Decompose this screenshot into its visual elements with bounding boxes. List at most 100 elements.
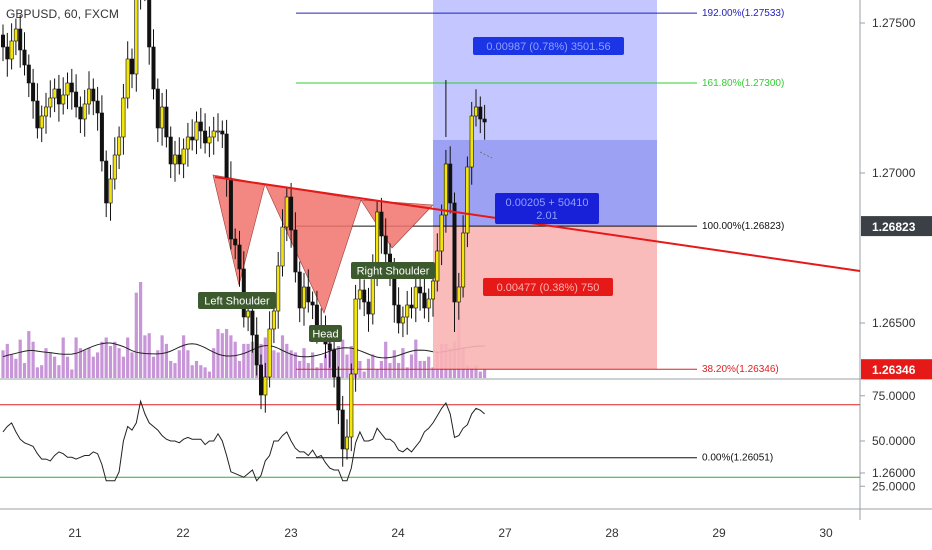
volume-bar	[392, 350, 396, 378]
rsi-tick-label: 25.0000	[872, 479, 916, 493]
time-tick-label: 28	[605, 526, 619, 540]
volume-bar	[427, 356, 431, 378]
volume-bar	[156, 350, 160, 378]
right-shoulder-label-bg	[351, 262, 435, 279]
candle-down	[147, 0, 152, 48]
candle-up	[469, 115, 474, 168]
rsi-axis[interactable]: 75.0000 50.0000 25.0000	[860, 389, 916, 494]
candle-down	[409, 304, 414, 309]
volume-bar	[414, 339, 418, 378]
candle-down	[448, 163, 453, 204]
candle-up	[39, 115, 44, 129]
candle-down	[379, 211, 384, 237]
fib-level-label: 100.00%(1.26823)	[702, 221, 784, 232]
candle-up	[52, 88, 57, 99]
candle-down	[26, 64, 31, 84]
volume-bar	[164, 343, 168, 378]
candle-up	[173, 154, 178, 165]
left-shoulder-label: Left Shoulder	[198, 292, 276, 309]
stop-info-label-bg	[483, 278, 613, 296]
volume-bar	[250, 341, 254, 378]
target-zone	[433, 0, 657, 140]
volume-bar	[40, 365, 44, 378]
candle-up	[456, 286, 461, 303]
candle-up	[435, 250, 440, 282]
volume-bar	[194, 360, 199, 378]
head-label-bg	[309, 325, 342, 342]
volume-bar	[134, 292, 138, 378]
volume-bar	[431, 367, 435, 378]
symbol-title: GBPUSD, 60, FXCM	[6, 7, 119, 21]
candle-up	[82, 103, 87, 120]
right-shoulder-label: Right Shoulder	[351, 262, 435, 279]
candle-up	[439, 214, 444, 252]
candle-down	[104, 160, 109, 204]
price-axis[interactable]: 1.280001.275001.270001.265001.260001.277…	[860, 0, 932, 480]
candle-down	[383, 235, 388, 255]
volume-bar	[53, 356, 57, 378]
volume-bar	[285, 343, 289, 378]
volume-bar	[384, 341, 388, 378]
candle-up	[246, 310, 251, 318]
right-shoulder-label-text: Right Shoulder	[357, 266, 430, 278]
candle-up	[344, 436, 349, 450]
candle-down	[396, 304, 401, 324]
candle-up	[301, 286, 306, 309]
candle-down	[95, 100, 100, 114]
head-label-text: Head	[312, 329, 338, 341]
stop-info-label-text: 0.00477 (0.38%) 750	[497, 282, 600, 294]
volume-bar	[280, 335, 285, 378]
position-center-line1: 0.00205 + 50410	[506, 197, 589, 209]
volume-bar	[113, 341, 117, 378]
volume-bar	[143, 335, 147, 378]
volume-bar	[375, 369, 379, 378]
volume-bar	[229, 335, 233, 378]
volume-bar	[169, 360, 173, 378]
long-position-tool[interactable]	[433, 0, 657, 370]
candle-up	[108, 178, 113, 204]
candle-down	[151, 46, 156, 90]
volume-bar	[126, 337, 130, 378]
candle-up	[465, 166, 470, 234]
rsi-levels	[0, 404, 860, 478]
volume-bar	[121, 356, 125, 378]
candle-up	[357, 289, 362, 300]
volume-bar	[336, 346, 340, 378]
candle-up	[271, 310, 276, 330]
candle-up	[112, 154, 117, 180]
volume-bar	[65, 356, 70, 378]
volume-bar	[104, 337, 108, 378]
fib-level-label: 192.00%(1.27533)	[702, 8, 784, 19]
target-info-label-text: 0.00987 (0.78%) 3501.56	[486, 41, 610, 53]
candle-down	[18, 28, 23, 51]
fib-extension[interactable]: 224.00%(1.27780)200.00%(1.27595)192.00%(…	[296, 0, 784, 464]
candle-up	[413, 286, 418, 309]
fib-level-label: 200.00%(1.27595)	[702, 0, 784, 1]
price-badge-dark: 1.26823	[861, 216, 932, 237]
head-label: Head	[309, 325, 342, 342]
time-axis[interactable]: 21 22 23 24 27 28 29 30	[68, 526, 833, 540]
candle-down	[22, 49, 27, 66]
volume-bar	[182, 335, 186, 378]
volume-bar	[61, 337, 65, 378]
fib-level-label: 0.00%(1.26051)	[702, 453, 773, 464]
pane-frame	[0, 0, 932, 520]
stop-info-label: 0.00477 (0.38%) 750	[483, 278, 613, 296]
volume-bar	[474, 365, 478, 378]
fib-level-label: 161.80%(1.27300)	[702, 78, 784, 89]
candle-down	[5, 46, 10, 60]
candle-down	[99, 112, 104, 162]
price-badge-label: 1.26346	[872, 363, 916, 377]
volume-bar	[177, 350, 181, 378]
candle-up	[426, 298, 431, 309]
candle-down	[289, 196, 294, 231]
volume-bar	[366, 358, 371, 378]
volume-bar	[74, 337, 78, 378]
volume-bar	[10, 354, 14, 378]
candle-up	[61, 94, 66, 105]
projection-dots	[479, 151, 493, 159]
rsi-tick-label: 75.0000	[872, 389, 916, 403]
candle-up	[43, 106, 48, 117]
